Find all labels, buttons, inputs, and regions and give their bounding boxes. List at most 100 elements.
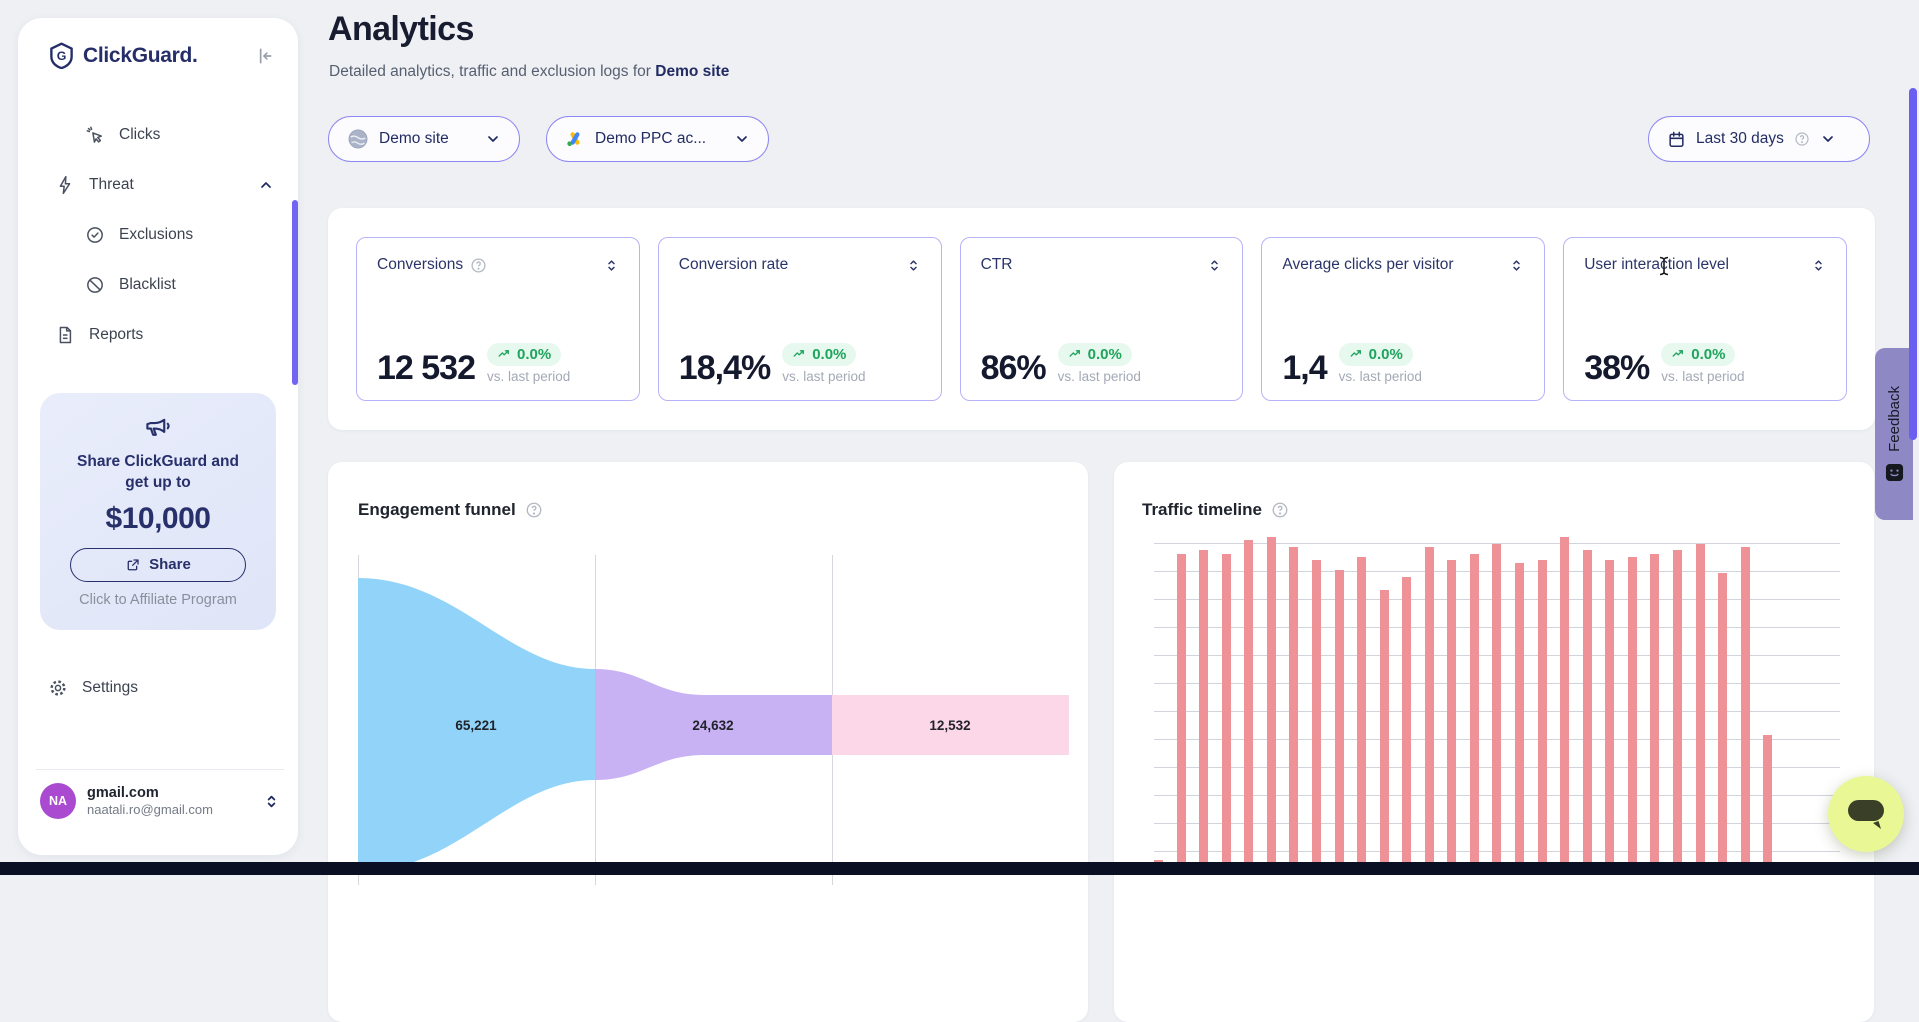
funnel-stage-2 bbox=[595, 669, 832, 780]
sidebar-item-blacklist[interactable]: Blacklist bbox=[18, 260, 298, 310]
trend-up-icon bbox=[1672, 350, 1684, 357]
traffic-bar bbox=[1515, 563, 1524, 867]
traffic-bar bbox=[1244, 540, 1254, 867]
date-range-selector[interactable]: Last 30 days bbox=[1648, 116, 1870, 162]
chart-title: Traffic timeline bbox=[1142, 500, 1262, 519]
site-selector-value: Demo site bbox=[379, 130, 449, 147]
traffic-bar bbox=[1221, 553, 1231, 867]
globe-icon bbox=[347, 128, 369, 150]
chat-launcher-button[interactable] bbox=[1828, 776, 1904, 852]
stat-card-conversion-rate: Conversion rate 18,4% 0.0% vs. last peri… bbox=[657, 237, 942, 401]
sidebar-scrollbar[interactable] bbox=[292, 200, 298, 385]
sort-icon[interactable] bbox=[1811, 258, 1826, 273]
stat-title: CTR bbox=[980, 256, 1013, 273]
sidebar-item-threat[interactable]: Threat bbox=[18, 160, 298, 210]
traffic-bar bbox=[1176, 553, 1186, 867]
traffic-bar bbox=[1402, 576, 1412, 867]
document-icon bbox=[55, 325, 75, 345]
chat-bubble-icon bbox=[1845, 796, 1887, 832]
page-scrollbar[interactable] bbox=[1909, 88, 1917, 440]
traffic-bar bbox=[1289, 546, 1299, 867]
traffic-bar bbox=[1650, 553, 1660, 867]
traffic-bar bbox=[1357, 556, 1367, 867]
calendar-icon bbox=[1667, 130, 1686, 149]
sort-icon[interactable] bbox=[1207, 258, 1222, 273]
stat-value: 18,4% bbox=[678, 349, 771, 388]
stat-value: 1,4 bbox=[1282, 349, 1327, 388]
feedback-smiley-icon bbox=[1885, 463, 1904, 482]
sort-icon[interactable] bbox=[1509, 258, 1524, 273]
page-title: Analytics bbox=[328, 10, 474, 48]
delta-caption: vs. last period bbox=[487, 369, 571, 384]
help-icon[interactable] bbox=[525, 501, 543, 519]
ppc-account-selector[interactable]: Demo PPC ac... bbox=[546, 116, 769, 162]
sort-icon[interactable] bbox=[263, 793, 280, 810]
traffic-bar bbox=[1537, 560, 1547, 867]
page-subtitle: Detailed analytics, traffic and exclusio… bbox=[329, 63, 730, 80]
affiliate-promo-card: Share ClickGuard and get up to $10,000 S… bbox=[40, 393, 276, 630]
delta-badge: 0.0% bbox=[782, 343, 857, 366]
share-button[interactable]: Share bbox=[70, 547, 246, 582]
gear-icon bbox=[48, 678, 68, 698]
traffic-bar bbox=[1424, 546, 1434, 867]
delta-caption: vs. last period bbox=[1057, 369, 1141, 384]
traffic-bar bbox=[1266, 537, 1276, 867]
clickguard-logo[interactable]: G ClickGuard. bbox=[48, 42, 198, 69]
stat-card-conversions: Conversions 12 532 0.0% vs. last period bbox=[356, 237, 640, 401]
subtitle-site-name: Demo site bbox=[655, 63, 730, 80]
affiliate-link[interactable]: Click to Affiliate Program bbox=[79, 591, 237, 608]
sort-icon[interactable] bbox=[906, 258, 921, 273]
funnel-stage-1 bbox=[358, 578, 595, 872]
funnel-chart: 65,221 24,632 12,532 bbox=[358, 555, 1069, 885]
collapse-sidebar-icon[interactable] bbox=[254, 46, 274, 66]
sidebar-item-exclusions[interactable]: Exclusions bbox=[18, 210, 298, 260]
traffic-bar bbox=[1492, 543, 1502, 867]
stat-title: Conversions bbox=[377, 256, 464, 273]
chevron-down-icon bbox=[734, 131, 750, 147]
megaphone-icon bbox=[143, 418, 173, 445]
feedback-tab[interactable]: Feedback bbox=[1875, 348, 1913, 520]
user-menu[interactable]: NA gmail.com naatali.ro@gmail.com bbox=[36, 769, 284, 819]
external-link-icon bbox=[125, 557, 141, 573]
help-icon[interactable] bbox=[470, 257, 487, 274]
traffic-bar bbox=[1199, 550, 1209, 867]
sidebar-item-reports[interactable]: Reports bbox=[18, 310, 298, 360]
delta-badge: 0.0% bbox=[1057, 343, 1132, 366]
traffic-bar bbox=[1672, 550, 1682, 867]
sidebar-item-label: Settings bbox=[82, 679, 139, 696]
sort-icon[interactable] bbox=[604, 258, 619, 273]
delta-caption: vs. last period bbox=[1661, 369, 1745, 384]
sidebar-nav: Clicks Threat Exclusions Blacklist bbox=[18, 110, 298, 360]
sidebar-item-settings[interactable]: Settings bbox=[18, 666, 298, 710]
traffic-bar bbox=[1605, 560, 1615, 867]
traffic-bar bbox=[1718, 573, 1728, 867]
traffic-bar bbox=[1311, 560, 1321, 867]
shield-logo-icon: G bbox=[48, 42, 75, 69]
ban-icon bbox=[85, 275, 105, 295]
help-icon[interactable] bbox=[1794, 131, 1810, 147]
delta-badge: 0.0% bbox=[1661, 343, 1736, 366]
stat-value: 12 532 bbox=[377, 349, 476, 388]
bottom-dark-bar bbox=[0, 862, 1919, 875]
traffic-bar bbox=[1763, 735, 1773, 867]
badge-check-icon bbox=[85, 225, 105, 245]
stat-value: 38% bbox=[1584, 349, 1650, 388]
stat-value: 86% bbox=[980, 349, 1047, 388]
chevron-up-icon[interactable] bbox=[258, 177, 274, 193]
sidebar-item-label: Reports bbox=[89, 326, 144, 343]
chart-title: Engagement funnel bbox=[358, 500, 516, 519]
stat-card-user-interaction: User interaction level 38% 0.0% vs. last… bbox=[1563, 237, 1847, 401]
promo-text: Share ClickGuard and get up to bbox=[77, 453, 239, 491]
site-selector[interactable]: Demo site bbox=[328, 116, 520, 162]
stat-card-avg-clicks: Average clicks per visitor 1,4 0.0% vs. … bbox=[1261, 237, 1546, 401]
traffic-bar bbox=[1560, 537, 1570, 867]
engagement-funnel-card: Engagement funnel 65,221 24,632 12,532 bbox=[328, 462, 1088, 1022]
sidebar-item-label: Threat bbox=[89, 176, 134, 193]
brand-name: ClickGuard. bbox=[83, 43, 198, 67]
funnel-label-2: 24,632 bbox=[692, 718, 733, 733]
user-email: naatali.ro@gmail.com bbox=[87, 802, 213, 817]
sidebar-item-clicks[interactable]: Clicks bbox=[18, 110, 298, 160]
help-icon[interactable] bbox=[1271, 501, 1289, 519]
stat-card-ctr: CTR 86% 0.0% vs. last period bbox=[959, 237, 1244, 401]
trend-up-icon bbox=[793, 350, 805, 357]
